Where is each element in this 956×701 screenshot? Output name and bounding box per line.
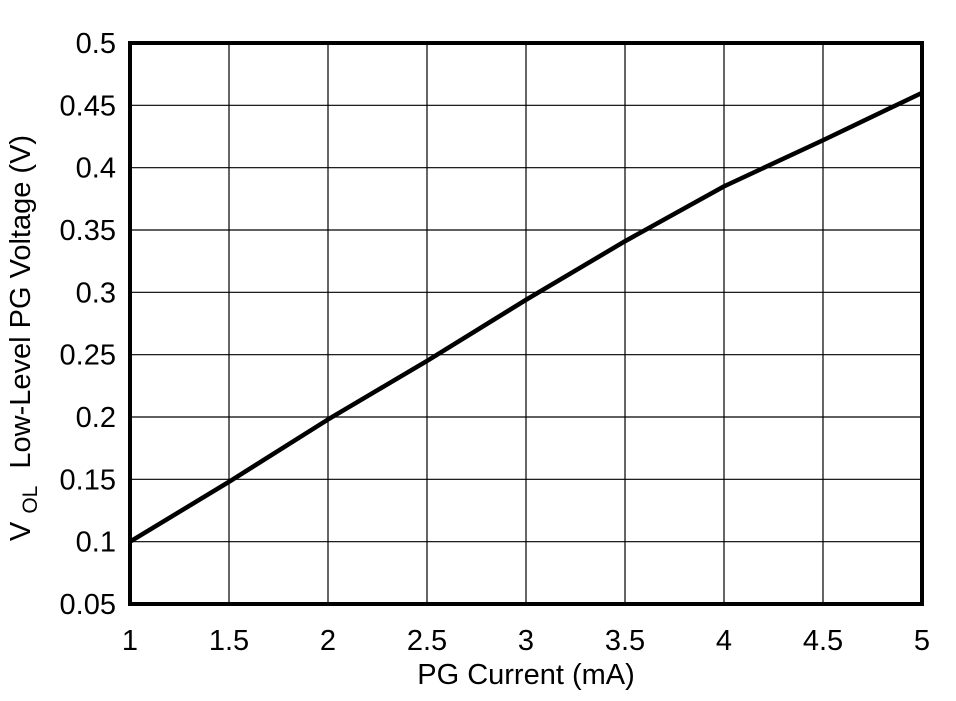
y-tick-label: 0.3	[76, 277, 116, 309]
y-tick-label: 0.15	[60, 464, 116, 496]
y-tick-label: 0.1	[76, 527, 116, 559]
y-axis-title-subscript: OL	[19, 486, 42, 514]
y-tick-label: 0.5	[76, 28, 116, 60]
y-tick-label: 0.4	[76, 153, 116, 185]
x-tick-label: 1	[122, 625, 138, 657]
y-axis-title-symbol: V	[5, 521, 37, 541]
y-axis-title-text: Low-Level PG Voltage (V)	[5, 135, 37, 469]
x-tick-label: 2.5	[407, 625, 447, 657]
tick-labels-layer: 1 1.5 2 2.5 3 3.5 4 4.5 5 0.05 0.1 0.15 0.2 0.25 0.3 0.…	[60, 28, 931, 657]
x-tick-label: 2	[320, 625, 336, 657]
y-tick-label: 0.05	[60, 589, 116, 621]
data-series-layer	[128, 90, 923, 544]
x-tick-label: 3	[518, 625, 534, 657]
y-axis-title: V OL Low-Level PG Voltage (V)	[5, 135, 44, 541]
x-tick-label: 4.5	[803, 625, 843, 657]
x-tick-label: 3.5	[605, 625, 645, 657]
y-tick-label: 0.25	[60, 340, 116, 372]
y-tick-label: 0.45	[60, 90, 116, 122]
x-tick-label: 1.5	[209, 625, 249, 657]
plot-frame	[128, 41, 924, 606]
x-tick-label: 5	[914, 625, 930, 657]
x-tick-label: 4	[716, 625, 732, 657]
y-tick-label: 0.35	[60, 215, 116, 247]
data-line	[128, 90, 923, 544]
x-axis-title: PG Current (mA)	[417, 659, 635, 691]
gridlines	[130, 43, 922, 604]
y-tick-label: 0.2	[76, 402, 116, 434]
